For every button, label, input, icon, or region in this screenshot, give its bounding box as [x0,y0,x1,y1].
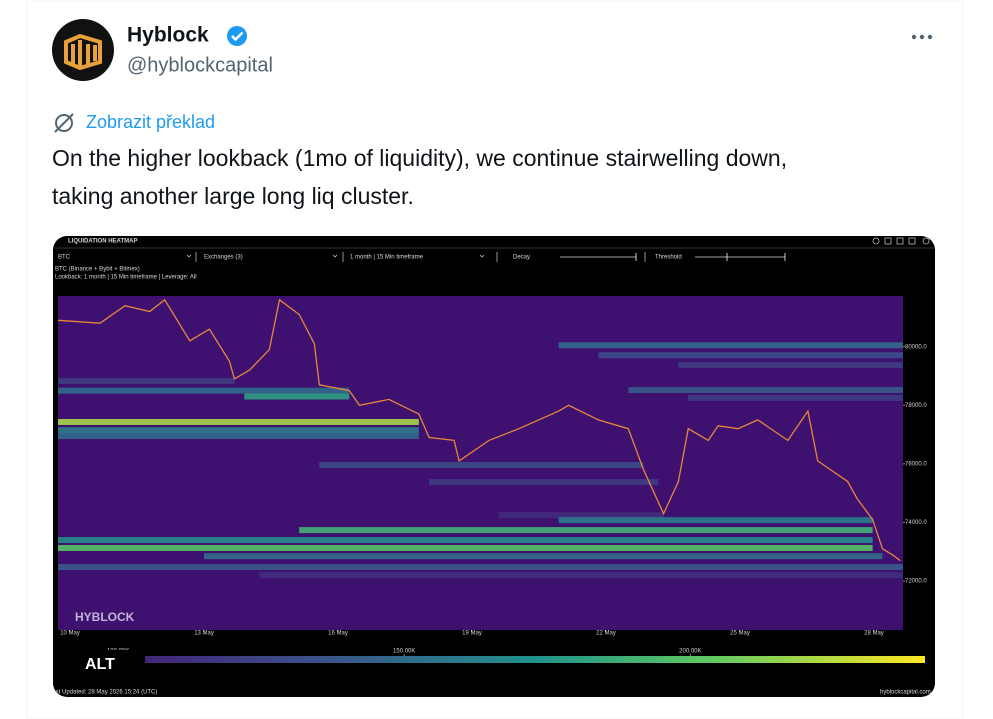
y-tick-label: 78000.0 [905,403,927,409]
liquidity-band [558,517,873,524]
badge-background [53,650,145,680]
heatmap-title: LIQUIDATION HEATMAP [68,239,137,245]
liquidity-band [628,387,903,394]
y-tick-label: 74000.0 [905,520,927,526]
colorbar-tick-label: 200.00K [679,649,701,655]
watermark: HYBLOCK [75,610,135,624]
footer-text: Last Updated: 28 May 2026 15:24 (UTC) [49,690,157,696]
translate-icon[interactable] [54,113,74,133]
liquidity-band [58,544,873,551]
liquidity-band [58,387,350,394]
toolbar-text[interactable]: Decay [513,255,530,261]
y-tick-label: 76000.0 [905,461,927,467]
x-tick-label: 10 May [60,631,80,637]
band-layer [58,298,903,579]
liquidity-band [678,362,903,369]
avatar[interactable] [52,19,114,81]
liquidity-band [58,537,873,544]
footer-text: hyblockcapital.com [880,690,931,696]
more-button[interactable] [911,34,933,40]
liquidity-band [598,352,903,359]
toolbar-text[interactable]: BTC [58,255,71,261]
liquidity-band [299,527,873,534]
colorbar-tick-label: 150.00K [393,649,415,655]
x-tick-label: 16 May [328,631,348,637]
info-text: BTC (Binance + Bybit + Bitmex) [55,267,140,273]
liquidity-band [429,479,659,486]
liquidity-band [58,427,419,434]
x-tick-label: 19 May [462,631,482,637]
author-name[interactable]: Hyblock [127,24,209,47]
liquidity-band [319,462,644,469]
liquidity-band [58,564,903,571]
liquidity-band [58,433,419,440]
liquidity-band [58,377,235,384]
tweet-text: On the higher lookback (1mo of liquidity… [52,145,787,171]
tweet-image[interactable]: LIQUIDATION HEATMAP BTC Exchanges (3) 1 … [49,236,935,697]
x-tick-label: 13 May [194,631,214,637]
liquidity-band [259,572,903,579]
verified-badge [227,26,247,46]
y-tick-label: 80000.0 [905,344,927,350]
alt-badge[interactable]: ALT [85,656,115,673]
x-tick-label: 25 May [730,631,750,637]
author-handle[interactable]: @hyblockcapital [127,54,273,76]
toolbar-text[interactable]: 1 month | 15 Min timeframe [350,255,424,261]
translate-link[interactable]: Zobrazit překlad [86,112,215,132]
axes: 72000.0 74000.0 76000.0 78000.0 80000.0 10 Ma… [60,344,927,636]
liquidity-band [204,553,883,560]
window-icons [872,237,930,245]
liquidity-band [558,342,903,349]
y-tick-label: 72000.0 [905,579,927,585]
price-line [58,298,901,562]
liquidity-band [688,394,903,401]
liquidity-band [58,418,419,425]
liquidity-band [244,393,350,400]
info-text: Lookback: 1 month | 15 Min timeframe | L… [55,275,197,281]
toolbar-dropdowns [186,252,786,262]
x-tick-label: 22 May [596,631,616,637]
toolbar-text[interactable]: Threshold [655,255,682,261]
tweet-text: taking another large long liq cluster. [52,183,414,209]
colorbar [58,656,925,663]
toolbar-text[interactable]: Exchanges (3) [204,255,243,261]
liquidity-band [498,512,664,519]
x-tick-label: 28 May [864,631,884,637]
